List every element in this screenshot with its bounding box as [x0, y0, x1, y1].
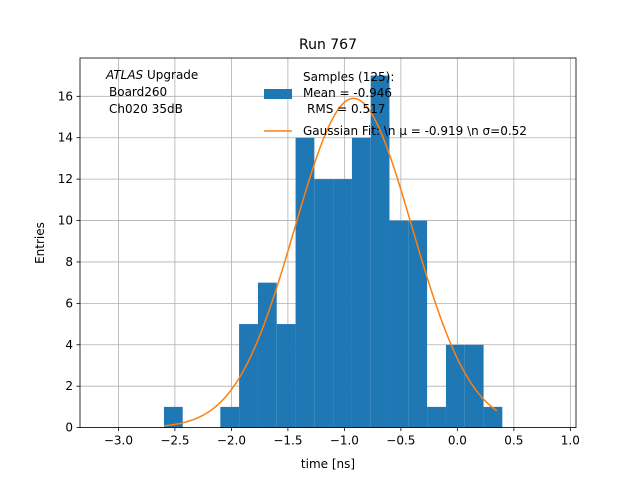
x-tick-label: 1.0	[561, 434, 580, 448]
histogram-bar	[333, 179, 352, 428]
atlas-label: ATLAS	[105, 68, 144, 82]
histogram-bar	[163, 406, 183, 428]
histogram-bar	[483, 406, 503, 428]
x-tick-label: −2.0	[217, 434, 246, 448]
legend-fit-label: Gaussian Fit: \n μ = -0.919 \n σ=0.52	[303, 124, 527, 138]
legend-samples-line-1: Samples (125):	[303, 70, 394, 84]
histogram-bar	[389, 220, 409, 428]
legend: Samples (125): Mean = -0.946 RMS = 0.517…	[264, 70, 527, 138]
annotation-line-2: Board260	[109, 85, 167, 99]
x-tick-label: −0.5	[386, 434, 415, 448]
upgrade-label: Upgrade	[143, 68, 198, 82]
x-tick-label: −1.0	[330, 434, 359, 448]
histogram-bar	[445, 344, 465, 428]
x-tick-label: 0.5	[504, 434, 523, 448]
y-tick-label: 8	[65, 255, 73, 269]
histogram-bar	[220, 406, 240, 428]
histogram-bar	[408, 220, 428, 428]
histogram-bar	[257, 282, 277, 428]
histogram-bar	[427, 406, 446, 428]
annotation-line-3: Ch020 35dB	[109, 102, 183, 116]
x-axis-ticks: −3.0 −2.5 −2.0 −1.5 −1.0 −0.5 0.0 0.5 1.0	[104, 427, 580, 448]
histogram-bars	[163, 75, 503, 428]
y-axis-label: Entries	[33, 222, 47, 264]
legend-samples-line-2: Mean = -0.946	[303, 86, 392, 100]
x-tick-label: −2.5	[160, 434, 189, 448]
legend-samples-swatch	[264, 89, 292, 99]
y-tick-label: 4	[65, 338, 73, 352]
x-tick-label: 0.0	[448, 434, 467, 448]
y-tick-label: 2	[65, 379, 73, 393]
histogram-bar	[370, 75, 390, 428]
legend-samples-line-3: RMS = 0.517	[307, 102, 385, 116]
x-axis-label: time [ns]	[301, 457, 355, 471]
y-axis-ticks: 0 2 4 6 8 10 12 14 16	[58, 89, 80, 435]
annotation-box: ATLAS Upgrade Board260 Ch020 35dB	[105, 68, 198, 116]
histogram-bar	[464, 344, 484, 428]
gaussian-fit-curve	[163, 97, 498, 427]
annotation-line-1: ATLAS Upgrade	[105, 68, 198, 82]
chart-title: Run 767	[299, 37, 357, 53]
histogram-bar	[295, 137, 315, 428]
x-tick-label: −1.5	[273, 434, 302, 448]
histogram-bar	[239, 324, 258, 428]
plot-frame	[79, 57, 577, 429]
histogram-bar	[351, 137, 371, 428]
histogram-bar	[314, 179, 334, 428]
y-tick-label: 6	[65, 296, 73, 310]
y-tick-label: 16	[58, 89, 73, 103]
histogram-bar	[276, 324, 296, 428]
y-tick-label: 0	[65, 421, 73, 435]
y-tick-label: 14	[58, 131, 73, 145]
y-tick-label: 10	[58, 214, 73, 228]
y-tick-label: 12	[58, 172, 73, 186]
x-tick-label: −3.0	[104, 434, 133, 448]
